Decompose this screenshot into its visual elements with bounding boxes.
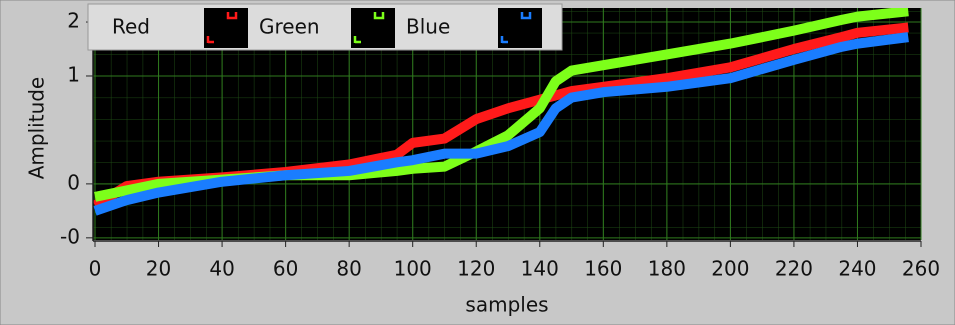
- x-tick-label: 100: [394, 257, 432, 281]
- legend-marker: [206, 12, 238, 44]
- x-tick-label: 20: [146, 257, 171, 281]
- legend-label: Red: [112, 15, 150, 39]
- y-tick-label: 2: [67, 9, 80, 33]
- legend-box: [87, 3, 563, 51]
- x-tick-label: 120: [457, 257, 495, 281]
- x-tick-label: 180: [648, 257, 686, 281]
- x-tick-label: 200: [711, 257, 749, 281]
- y-tick-label: 0: [67, 170, 80, 194]
- x-tick-label: 0: [89, 257, 102, 281]
- x-tick-label: 260: [902, 257, 940, 281]
- legend-marker: [500, 12, 532, 44]
- series-line: [93, 32, 909, 216]
- x-tick-label: 220: [775, 257, 813, 281]
- x-tick-label: 80: [336, 257, 361, 281]
- x-tick-label: 240: [838, 257, 876, 281]
- x-axis-title: samples: [465, 293, 548, 317]
- x-tick-label: 140: [521, 257, 559, 281]
- x-tick-label: 60: [273, 257, 298, 281]
- x-tick-label: 40: [209, 257, 234, 281]
- y-tick-label: -0: [60, 224, 80, 248]
- legend-marker: [353, 12, 385, 44]
- legend-label: Green: [259, 15, 320, 39]
- y-tick-label: 1: [67, 62, 80, 86]
- y-axis-title: Amplitude: [25, 77, 49, 180]
- x-tick-label: 160: [584, 257, 622, 281]
- legend: Red Green Blue: [87, 3, 563, 51]
- legend-label: Blue: [406, 15, 450, 39]
